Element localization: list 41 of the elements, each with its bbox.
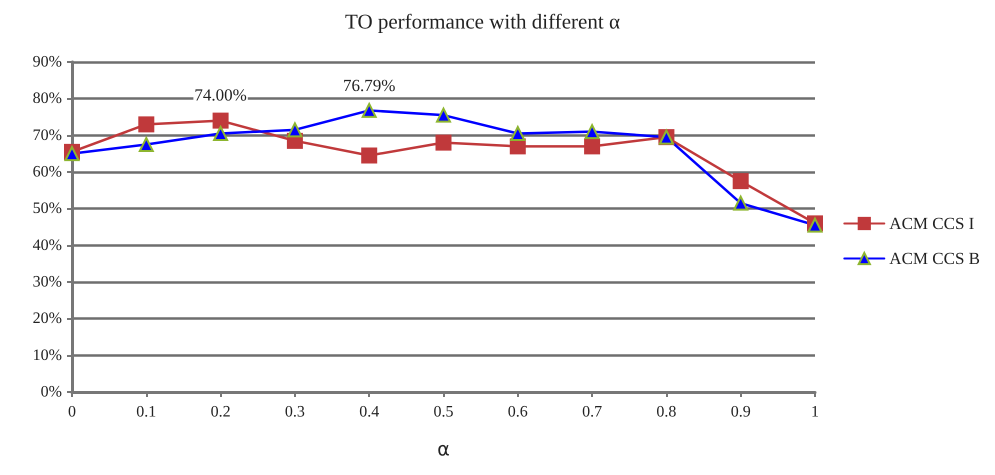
point [510, 126, 526, 141]
y-tick-label: 50% [32, 200, 62, 218]
data-label: 74.00% [194, 86, 247, 105]
y-tick-label: 0% [40, 384, 62, 400]
y-tick-label: 40% [32, 236, 62, 254]
y-tick-label: 30% [32, 274, 62, 290]
point [287, 122, 302, 138]
x-tick-label: 0.9 [730, 404, 751, 420]
point [138, 137, 154, 152]
point [733, 196, 748, 211]
x-axis-title: α [437, 438, 450, 460]
y-tick-label: 80% [32, 90, 62, 108]
data-label: 76.79% [342, 76, 396, 95]
point [213, 126, 228, 141]
y-tick-label: 90% [32, 54, 62, 70]
legend-label: ACM CCS I [889, 214, 975, 233]
point [436, 134, 452, 151]
point [212, 112, 229, 129]
point [584, 138, 600, 154]
y-tick-label: 60% [32, 164, 62, 180]
x-tick-label: 0.8 [656, 404, 676, 420]
x-tick-label: 0.4 [359, 404, 380, 420]
point [362, 102, 377, 118]
y-tick-label: 10% [32, 346, 62, 364]
y-tick-label: 70% [32, 126, 62, 144]
point [436, 108, 451, 123]
x-tick-label: 0.5 [434, 404, 454, 420]
chart-title: TO performance with different α [345, 10, 620, 34]
x-tick-label: 0.1 [136, 404, 156, 420]
y-tick-label: 20% [32, 310, 62, 328]
x-tick-label: 0.7 [582, 404, 602, 420]
x-tick-label: 0.3 [284, 404, 305, 420]
x-tick-label: 1 [811, 404, 819, 420]
point [361, 148, 378, 164]
x-tick-label: 0.2 [210, 404, 231, 420]
point [732, 173, 749, 190]
point [138, 116, 154, 132]
point [584, 124, 600, 140]
x-tick-label: 0.6 [508, 404, 528, 420]
legend-label: ACM CCS B [889, 249, 980, 268]
x-tick-label: 0 [68, 404, 76, 420]
